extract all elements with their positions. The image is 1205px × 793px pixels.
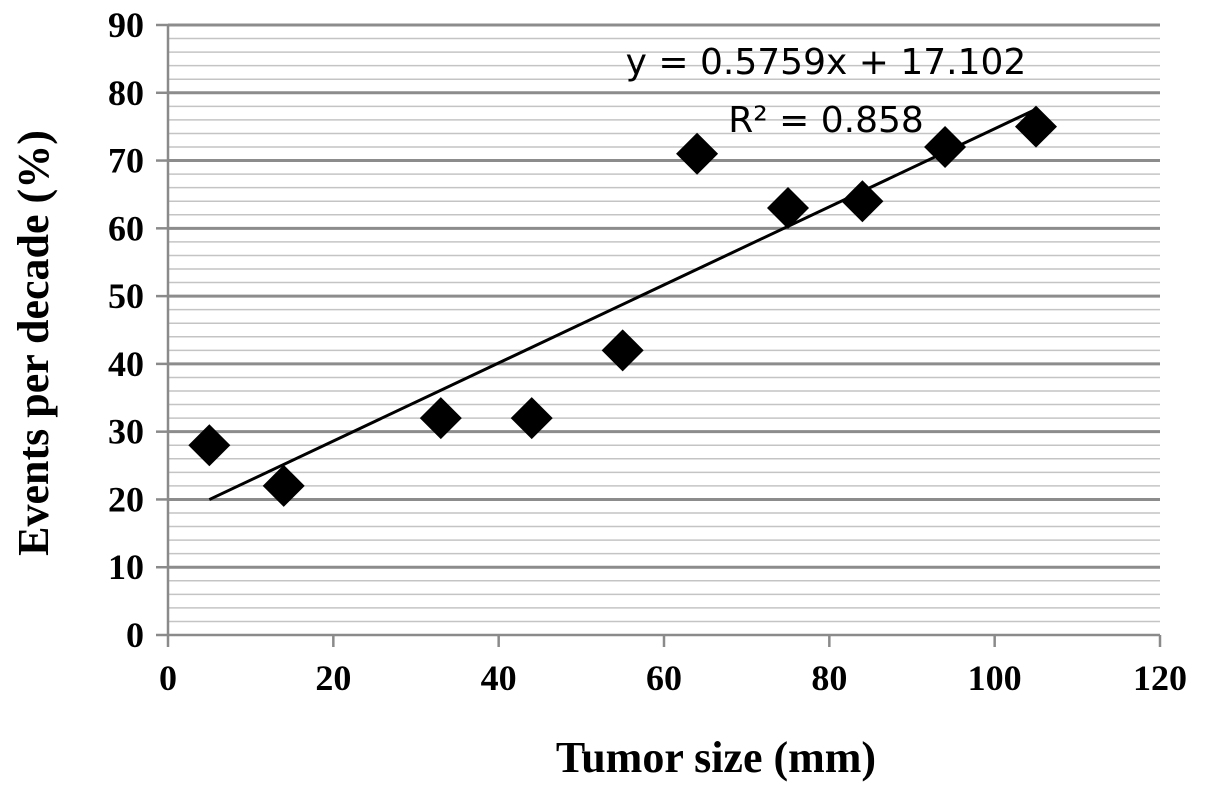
x-tick-label: 100: [968, 658, 1022, 698]
x-tick-labels: 0 20 40 60 80 100 120: [159, 658, 1187, 698]
data-point-marker: [1015, 105, 1057, 148]
data-point-marker: [767, 187, 809, 229]
data-point-marker: [188, 424, 231, 467]
data-point-marker: [676, 132, 719, 175]
y-tick-label: 50: [108, 276, 144, 316]
x-tick-label: 60: [646, 658, 682, 698]
x-axis-title: Tumor size (mm): [556, 733, 876, 782]
trendline-group: [208, 107, 1037, 501]
major-gridlines: [168, 23, 1160, 569]
data-points: [188, 105, 1057, 507]
y-tick-label: 70: [108, 141, 144, 181]
y-tick-label: 90: [108, 5, 144, 45]
y-axis-title: Events per decade (%): [9, 130, 58, 556]
y-tick-label: 40: [108, 344, 144, 384]
y-tick-label: 20: [108, 479, 144, 519]
trendline-r-squared: R² = 0.858: [728, 100, 924, 141]
x-tick-label: 40: [481, 658, 517, 698]
data-point-marker: [510, 397, 553, 440]
minor-gridlines: [168, 37, 1160, 623]
data-point-marker: [601, 329, 644, 372]
trendline-equation: y = 0.5759x + 17.102: [626, 42, 1027, 83]
data-point-marker: [262, 464, 305, 507]
x-tick-label: 120: [1133, 658, 1187, 698]
x-tick-label: 20: [315, 658, 351, 698]
data-point-marker: [841, 180, 884, 223]
y-tick-label: 80: [108, 73, 144, 113]
y-tick-label: 0: [126, 615, 144, 655]
y-tick-labels: 0 10 20 30 40 50 60 70 80 90: [108, 5, 144, 655]
data-point-marker: [924, 126, 967, 168]
x-tick-label: 80: [811, 658, 847, 698]
y-tick-label: 10: [108, 547, 144, 587]
x-tick-label: 0: [159, 658, 177, 698]
y-tick-label: 30: [108, 412, 144, 452]
data-point-marker: [419, 397, 462, 440]
y-tick-label: 60: [108, 208, 144, 248]
trendline: [208, 107, 1037, 501]
axes: [156, 23, 1162, 647]
